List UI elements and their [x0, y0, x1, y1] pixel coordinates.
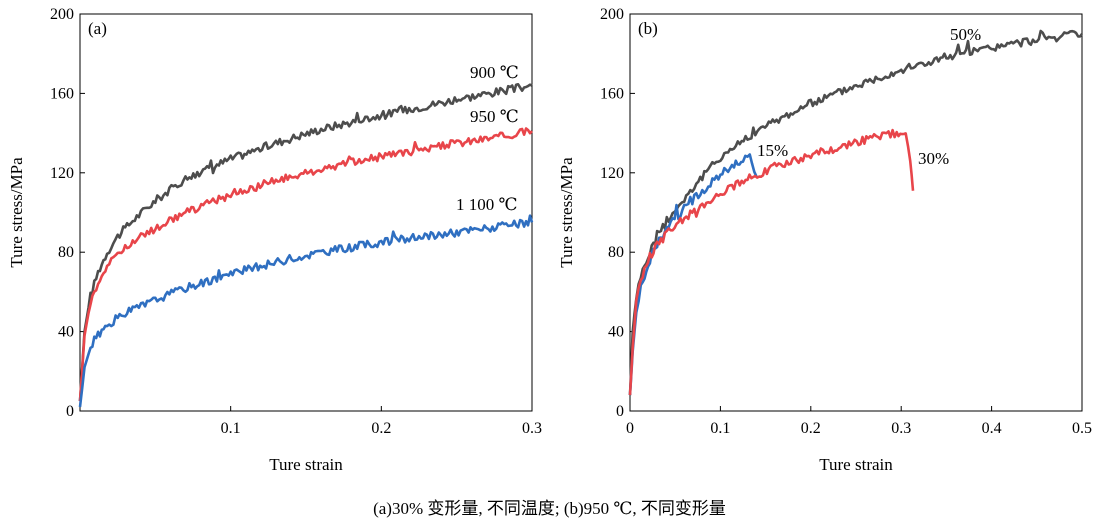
- series-label: 950 ℃: [470, 107, 519, 126]
- x-tick-label: 0.1: [221, 420, 241, 437]
- x-tick-label: 0.4: [982, 420, 1002, 437]
- series-line: [78, 127, 533, 402]
- plot-frame: [79, 13, 533, 412]
- x-tick-label: 0.5: [1072, 420, 1092, 437]
- series-label: 1 100 ℃: [456, 195, 518, 214]
- series-line: [628, 128, 915, 396]
- y-tick-label: 40: [58, 324, 74, 341]
- y-tick-label: 40: [608, 324, 624, 341]
- x-tick-label: 0.2: [371, 420, 391, 437]
- x-tick-label: 0: [626, 420, 634, 437]
- y-tick-label: 120: [50, 165, 74, 182]
- y-tick-label: 0: [616, 403, 624, 420]
- y-tick-label: 80: [608, 244, 624, 261]
- panel-b: 0 40 80 120 160 200 0 0.1 0.2 0.3 0.4 0.5 Ture strai…: [557, 6, 1092, 474]
- plot-frame: [629, 13, 1083, 412]
- x-tick-label: 0.2: [801, 420, 821, 437]
- series-label: 15%: [757, 141, 788, 160]
- panel-label: (b): [638, 19, 658, 38]
- series-label: 50%: [950, 25, 981, 44]
- series-line: [78, 214, 534, 408]
- y-tick-label: 120: [600, 165, 624, 182]
- figure-caption: (a)30% 变形量, 不同温度; (b)950 ℃, 不同变形量: [373, 499, 726, 518]
- series-line: [628, 29, 1084, 396]
- x-axis-label: Ture strain: [269, 455, 343, 474]
- y-tick-label: 160: [600, 85, 624, 102]
- x-tick-label: 0.1: [710, 420, 730, 437]
- x-tick-label: 0.3: [522, 420, 542, 437]
- y-axis-label: Ture stress/MPa: [557, 157, 576, 268]
- y-tick-label: 0: [66, 403, 74, 420]
- x-tick-label: 0.3: [891, 420, 911, 437]
- panel-label: (a): [88, 19, 107, 38]
- series-line: [78, 83, 533, 402]
- y-tick-label: 200: [600, 6, 624, 23]
- y-axis-label: Ture stress/MPa: [7, 157, 26, 268]
- y-tick-label: 200: [50, 6, 74, 23]
- y-tick-label: 80: [58, 244, 74, 261]
- series-label: 900 ℃: [470, 63, 519, 82]
- x-axis-label: Ture strain: [819, 455, 893, 474]
- series-label: 30%: [918, 149, 949, 168]
- panel-a: 0 40 80 120 160 200 0.1 0.2 0.3 Ture strain Ture s…: [7, 6, 542, 474]
- y-tick-label: 160: [50, 85, 74, 102]
- series-line: [628, 153, 758, 396]
